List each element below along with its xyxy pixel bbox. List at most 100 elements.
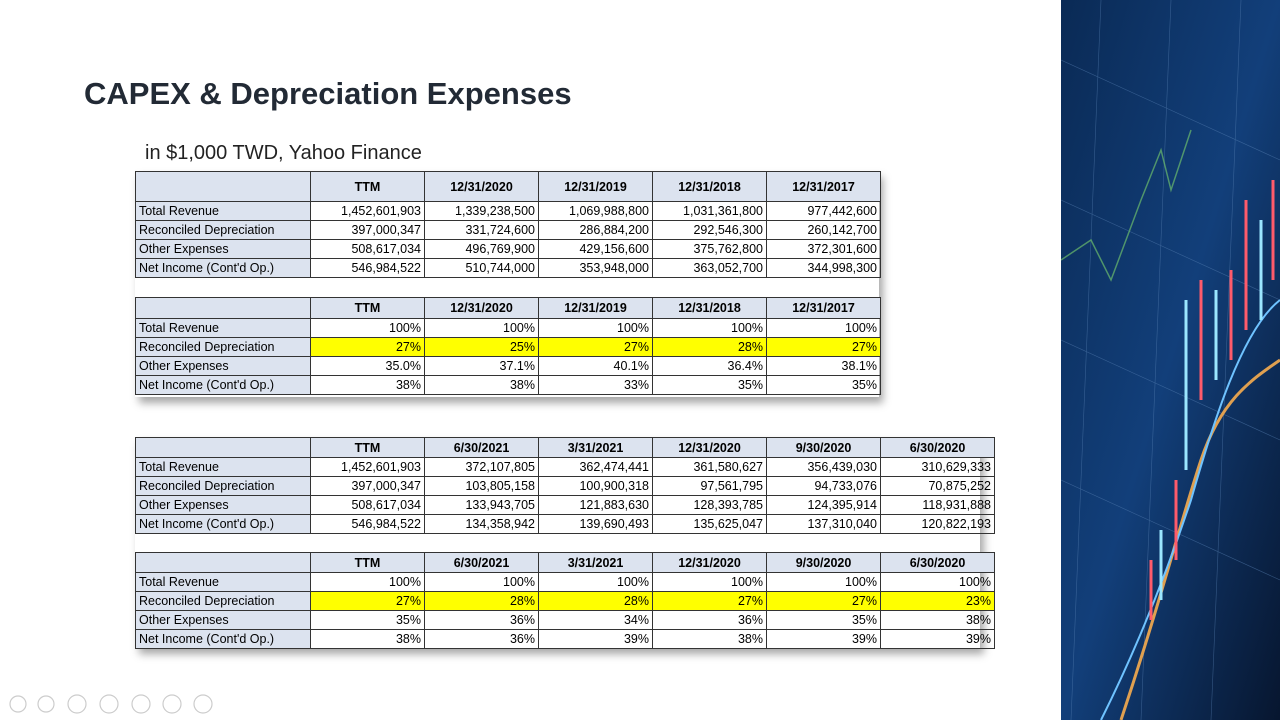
cell: 361,580,627 [652, 457, 767, 477]
cell: 33% [538, 375, 653, 395]
cell: 546,984,522 [310, 258, 425, 278]
column-header: 12/31/2020 [652, 552, 767, 573]
cell: 25% [424, 337, 539, 357]
cell: 128,393,785 [652, 495, 767, 515]
more-button[interactable] [193, 694, 213, 714]
cell: 977,442,600 [766, 201, 881, 221]
cell: 353,948,000 [538, 258, 653, 278]
column-header: 12/31/2018 [652, 297, 767, 319]
blank-header [135, 297, 311, 319]
cell: 38% [880, 610, 995, 630]
cell: 100% [310, 572, 425, 592]
cell: 35% [652, 375, 767, 395]
cell: 39% [538, 629, 653, 649]
subtitle-button[interactable] [162, 694, 182, 714]
cell: 344,998,300 [766, 258, 881, 278]
prev-button[interactable] [9, 695, 27, 713]
header-row: TTM 12/31/2020 12/31/2019 12/31/2018 12/31/2… [135, 171, 881, 202]
cell: 100% [310, 318, 425, 338]
cell: 27% [766, 337, 881, 357]
cell: 97,561,795 [652, 476, 767, 496]
data-table: TTM 6/30/2021 3/31/2021 12/31/2020 9/30/2020… [135, 552, 995, 649]
cell: 510,744,000 [424, 258, 539, 278]
table-row: Reconciled Depreciation 27% 25% 27% 28% 27% [135, 337, 881, 357]
cell: 120,822,193 [880, 514, 995, 534]
column-header: TTM [310, 171, 425, 202]
cell: 362,474,441 [538, 457, 653, 477]
cell: 292,546,300 [652, 220, 767, 240]
cell: 100% [538, 572, 653, 592]
cell: 35% [766, 375, 881, 395]
row-label: Net Income (Cont'd Op.) [135, 375, 311, 395]
cell: 27% [538, 337, 653, 357]
next-button[interactable] [37, 695, 55, 713]
table-row: Other Expenses 35.0% 37.1% 40.1% 36.4% 38.1% [135, 356, 881, 376]
row-label: Net Income (Cont'd Op.) [135, 258, 311, 278]
cell: 100% [538, 318, 653, 338]
table-row: Other Expenses 35% 36% 34% 36% 35% 38% [135, 610, 995, 630]
column-header: 12/31/2020 [424, 171, 539, 202]
pen-button[interactable] [67, 694, 87, 714]
zoom-button[interactable] [131, 694, 151, 714]
cell: 100,900,318 [538, 476, 653, 496]
table-row: Total Revenue 100% 100% 100% 100% 100% 100% [135, 572, 995, 592]
cell: 135,625,047 [652, 514, 767, 534]
cell: 40.1% [538, 356, 653, 376]
cell: 37.1% [424, 356, 539, 376]
cell: 286,884,200 [538, 220, 653, 240]
row-label: Reconciled Depreciation [135, 591, 311, 611]
row-label: Net Income (Cont'd Op.) [135, 514, 311, 534]
stock-image [1061, 0, 1280, 720]
slide-title: CAPEX & Depreciation Expenses [84, 76, 572, 111]
cell: 546,984,522 [310, 514, 425, 534]
cell: 139,690,493 [538, 514, 653, 534]
cell: 38% [310, 629, 425, 649]
column-header: TTM [310, 297, 425, 319]
cell: 35% [310, 610, 425, 630]
cell: 35% [766, 610, 881, 630]
cell: 27% [766, 591, 881, 611]
table-row: Net Income (Cont'd Op.) 38% 36% 39% 38% 39% 39… [135, 629, 995, 649]
cell: 508,617,034 [310, 495, 425, 515]
row-label: Other Expenses [135, 356, 311, 376]
column-header: 12/31/2017 [766, 297, 881, 319]
cell: 36% [424, 629, 539, 649]
column-header: 12/31/2017 [766, 171, 881, 202]
column-header: 9/30/2020 [766, 437, 881, 458]
row-label: Reconciled Depreciation [135, 476, 311, 496]
column-header: 12/31/2018 [652, 171, 767, 202]
slides-button[interactable] [99, 694, 119, 714]
table-row: Reconciled Depreciation 397,000,347 331,72… [135, 220, 881, 240]
cell: 372,301,600 [766, 239, 881, 259]
data-table: TTM 12/31/2020 12/31/2019 12/31/2018 12/31/2… [135, 297, 881, 395]
cell: 310,629,333 [880, 457, 995, 477]
cell: 1,031,361,800 [652, 201, 767, 221]
cell: 28% [424, 591, 539, 611]
row-label: Reconciled Depreciation [135, 337, 311, 357]
cell: 27% [652, 591, 767, 611]
table-row: Net Income (Cont'd Op.) 546,984,522 134,35… [135, 514, 995, 534]
column-header: 6/30/2020 [880, 437, 995, 458]
cell: 397,000,347 [310, 220, 425, 240]
header-row: TTM 6/30/2021 3/31/2021 12/31/2020 9/30/2020… [135, 552, 995, 573]
cell: 356,439,030 [766, 457, 881, 477]
cell: 38.1% [766, 356, 881, 376]
column-header: 12/31/2019 [538, 171, 653, 202]
table-row: Other Expenses 508,617,034 133,943,705 121,… [135, 495, 995, 515]
row-label: Total Revenue [135, 201, 311, 221]
cell: 1,452,601,903 [310, 457, 425, 477]
cell: 363,052,700 [652, 258, 767, 278]
cell: 429,156,600 [538, 239, 653, 259]
column-header: TTM [310, 437, 425, 458]
column-header: 6/30/2021 [424, 437, 539, 458]
cell: 397,000,347 [310, 476, 425, 496]
cell: 34% [538, 610, 653, 630]
column-header: 9/30/2020 [766, 552, 881, 573]
cell: 39% [766, 629, 881, 649]
column-header: 3/31/2021 [538, 437, 653, 458]
cell: 36% [652, 610, 767, 630]
cell: 100% [424, 318, 539, 338]
row-label: Other Expenses [135, 610, 311, 630]
row-label: Reconciled Depreciation [135, 220, 311, 240]
